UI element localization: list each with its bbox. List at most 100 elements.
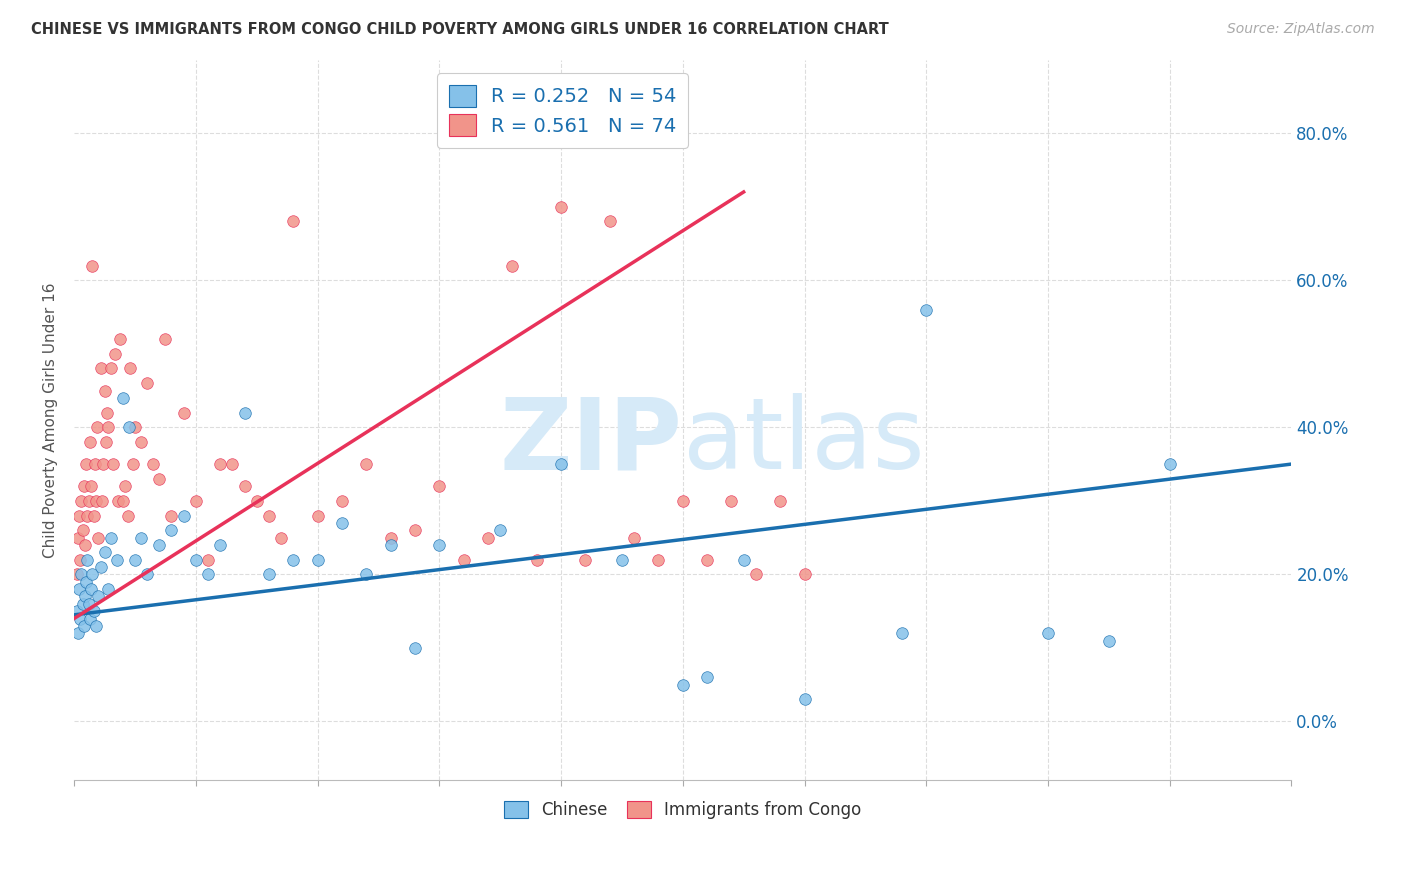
Point — [111, 391, 134, 405]
Point — [184, 552, 207, 566]
Point — [148, 472, 170, 486]
Point — [793, 567, 815, 582]
Point — [307, 552, 329, 566]
Point — [672, 678, 695, 692]
Point — [70, 493, 93, 508]
Point — [83, 508, 105, 523]
Point — [623, 531, 645, 545]
Point — [91, 457, 114, 471]
Point — [73, 590, 96, 604]
Text: ZIP: ZIP — [501, 393, 683, 490]
Point — [69, 611, 91, 625]
Point — [197, 567, 219, 582]
Point — [107, 493, 129, 508]
Point — [75, 457, 97, 471]
Point — [79, 611, 101, 625]
Point — [67, 582, 90, 596]
Point — [453, 552, 475, 566]
Point — [209, 457, 232, 471]
Point — [76, 552, 98, 566]
Point — [136, 567, 159, 582]
Point — [77, 597, 100, 611]
Point — [647, 552, 669, 566]
Point — [129, 531, 152, 545]
Point — [124, 420, 146, 434]
Point — [1159, 457, 1181, 471]
Point — [77, 493, 100, 508]
Point — [84, 619, 107, 633]
Point — [80, 479, 103, 493]
Point — [330, 493, 353, 508]
Point — [96, 406, 118, 420]
Point — [87, 590, 110, 604]
Point — [101, 457, 124, 471]
Point — [76, 508, 98, 523]
Point — [173, 406, 195, 420]
Point — [90, 361, 112, 376]
Point — [90, 560, 112, 574]
Point — [66, 531, 89, 545]
Point — [610, 552, 633, 566]
Point — [91, 493, 114, 508]
Point — [197, 552, 219, 566]
Point — [100, 361, 122, 376]
Point — [142, 457, 165, 471]
Point — [526, 552, 548, 566]
Legend: Chinese, Immigrants from Congo: Chinese, Immigrants from Congo — [498, 795, 868, 826]
Point — [160, 508, 183, 523]
Point — [117, 508, 139, 523]
Point — [120, 361, 142, 376]
Point — [97, 582, 120, 596]
Point — [380, 531, 402, 545]
Point — [550, 200, 572, 214]
Point — [84, 493, 107, 508]
Point — [80, 582, 103, 596]
Text: CHINESE VS IMMIGRANTS FROM CONGO CHILD POVERTY AMONG GIRLS UNDER 16 CORRELATION : CHINESE VS IMMIGRANTS FROM CONGO CHILD P… — [31, 22, 889, 37]
Point — [97, 420, 120, 434]
Point — [599, 214, 621, 228]
Point — [87, 531, 110, 545]
Point — [79, 435, 101, 450]
Point — [82, 259, 104, 273]
Point — [104, 347, 127, 361]
Point — [404, 640, 426, 655]
Point — [94, 435, 117, 450]
Point — [307, 508, 329, 523]
Point — [67, 508, 90, 523]
Point — [550, 457, 572, 471]
Point — [270, 531, 292, 545]
Y-axis label: Child Poverty Among Girls Under 16: Child Poverty Among Girls Under 16 — [44, 282, 58, 558]
Point — [173, 508, 195, 523]
Point — [1098, 633, 1121, 648]
Point — [184, 493, 207, 508]
Point — [696, 670, 718, 684]
Point — [121, 457, 143, 471]
Point — [148, 538, 170, 552]
Point — [1036, 626, 1059, 640]
Point — [257, 508, 280, 523]
Point — [221, 457, 243, 471]
Text: Source: ZipAtlas.com: Source: ZipAtlas.com — [1227, 22, 1375, 37]
Point — [427, 538, 450, 552]
Point — [427, 479, 450, 493]
Point — [696, 552, 718, 566]
Point — [330, 516, 353, 530]
Point — [83, 457, 105, 471]
Point — [93, 384, 115, 398]
Point — [283, 214, 305, 228]
Point — [155, 332, 177, 346]
Point — [105, 552, 128, 566]
Point — [69, 552, 91, 566]
Point — [733, 552, 755, 566]
Point — [890, 626, 912, 640]
Point — [124, 552, 146, 566]
Point — [75, 574, 97, 589]
Point — [73, 538, 96, 552]
Point — [283, 552, 305, 566]
Point — [82, 567, 104, 582]
Point — [233, 479, 256, 493]
Point — [100, 531, 122, 545]
Point — [114, 479, 136, 493]
Point — [477, 531, 499, 545]
Point — [720, 493, 742, 508]
